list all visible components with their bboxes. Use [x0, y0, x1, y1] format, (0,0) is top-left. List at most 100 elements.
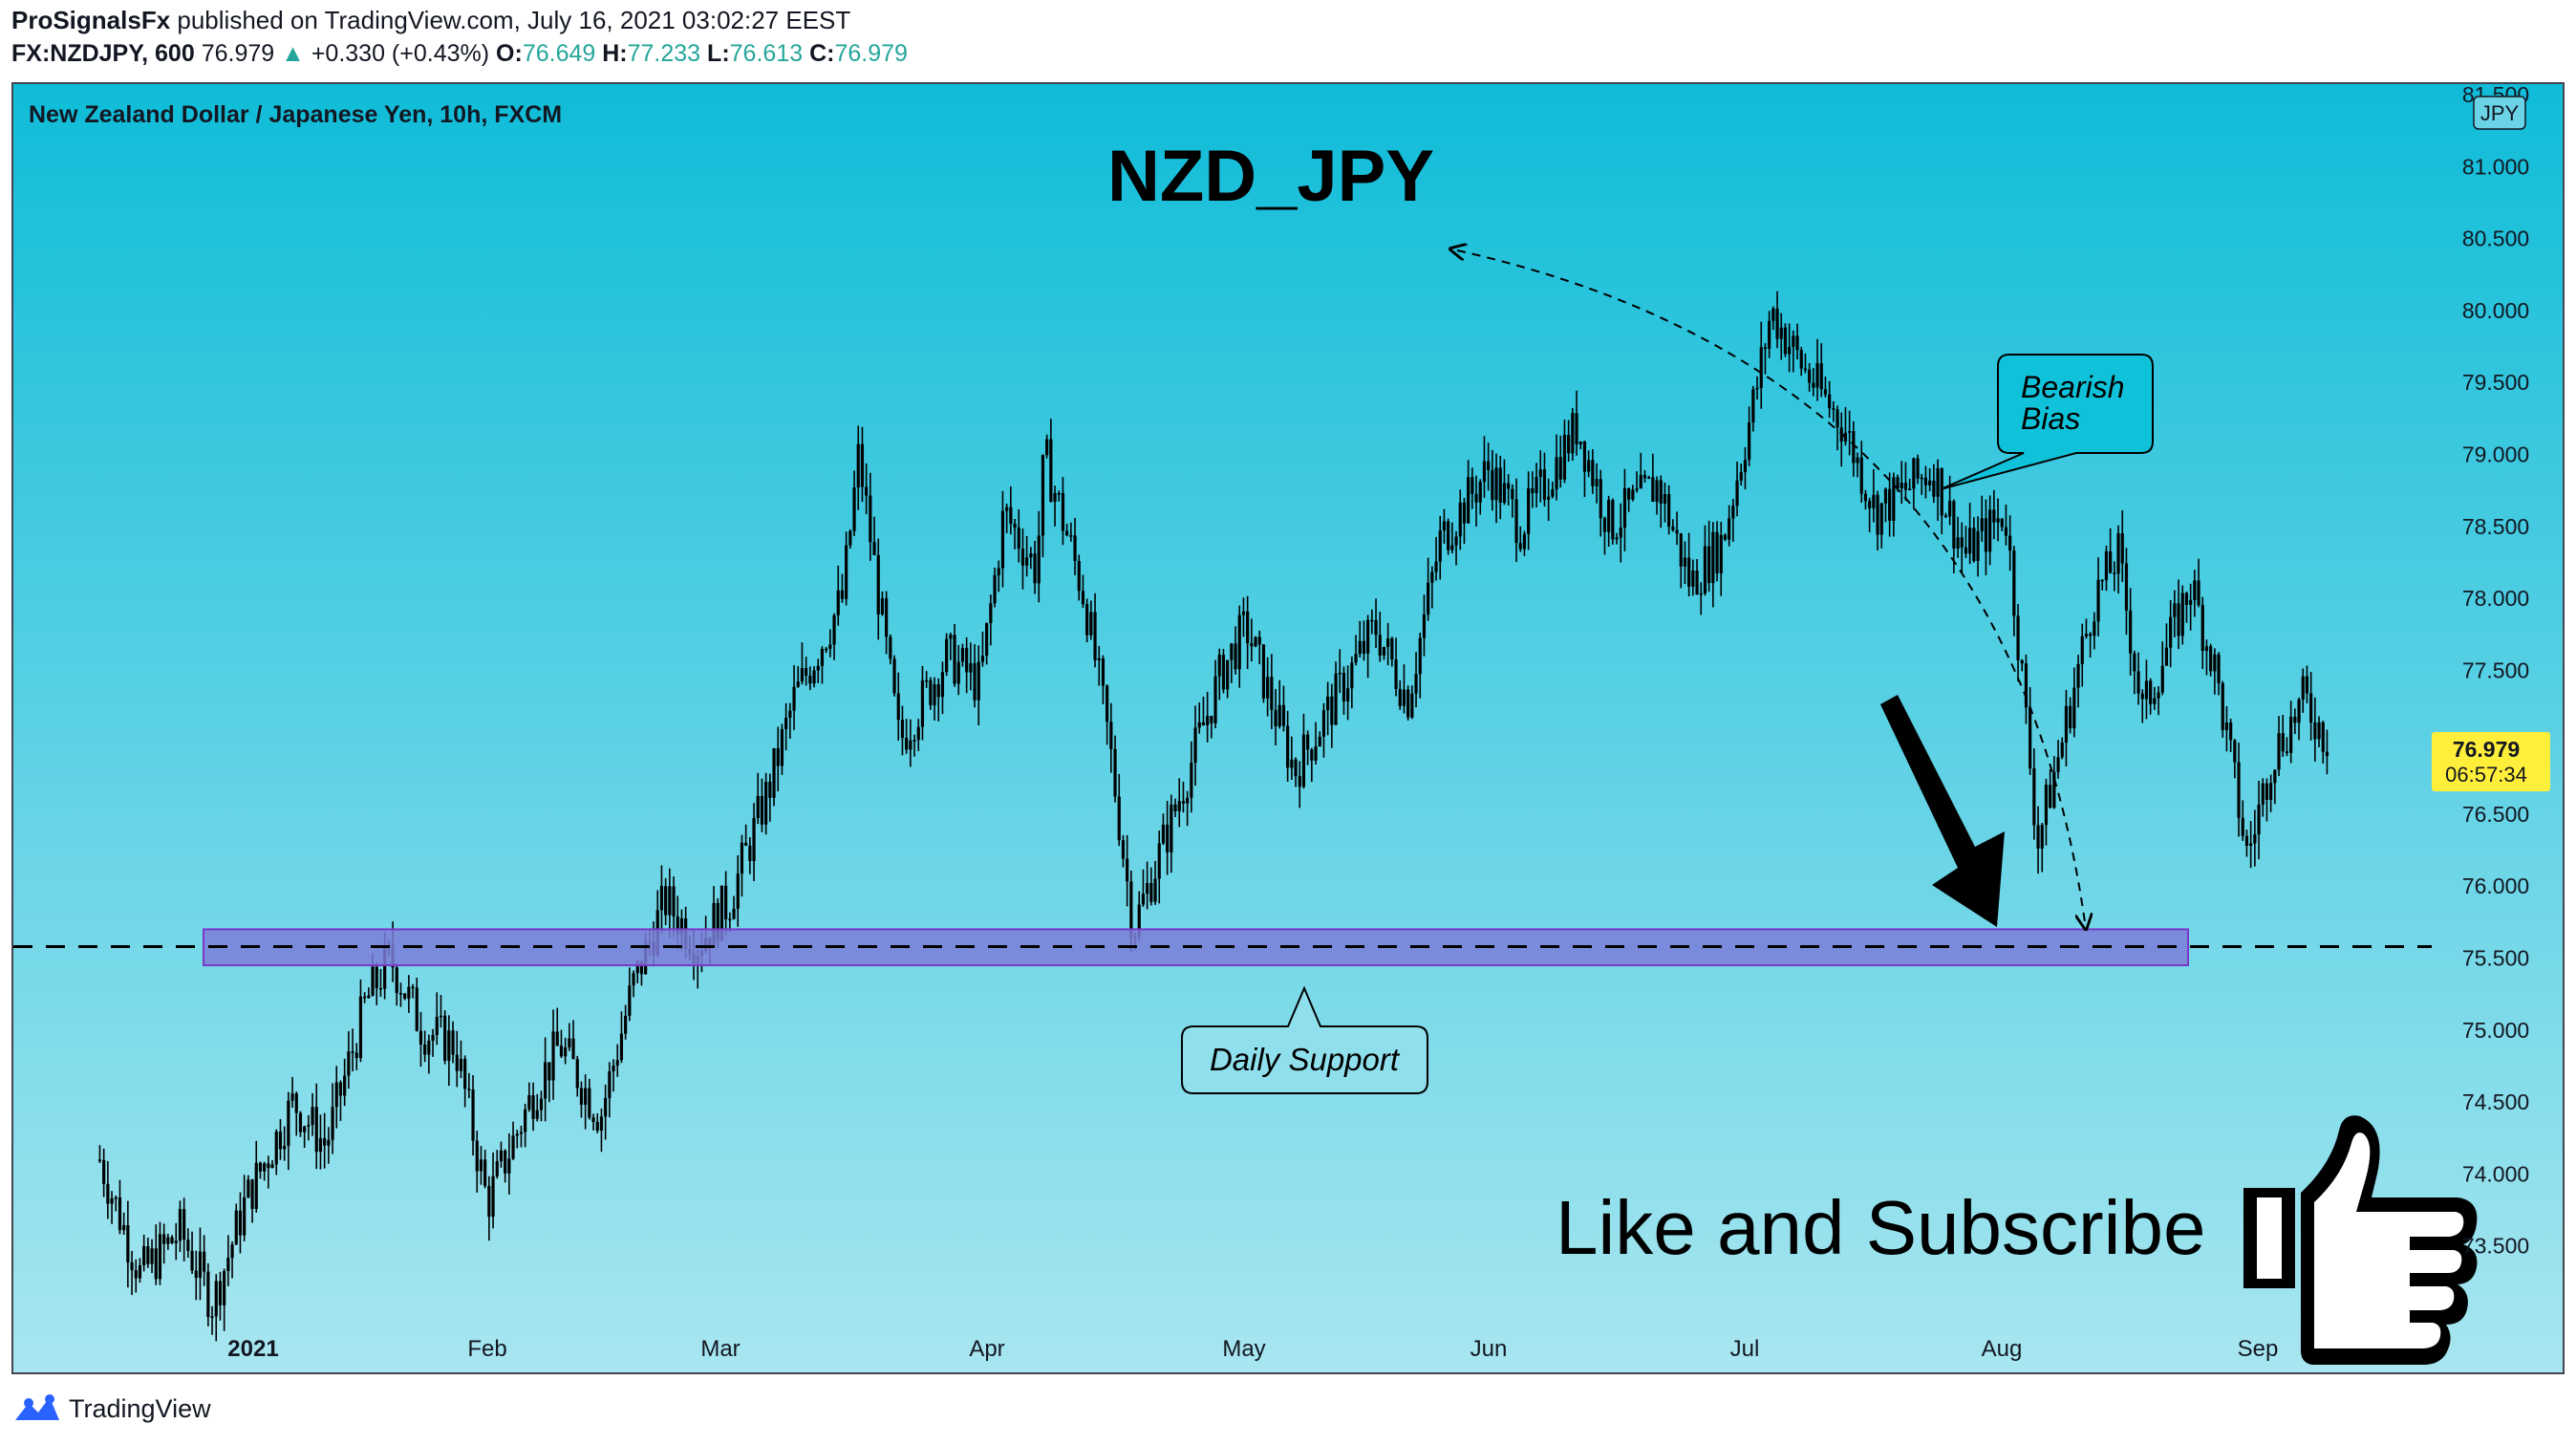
- candle-body: [748, 845, 752, 862]
- candle-body: [274, 1132, 278, 1165]
- candle-body: [2209, 646, 2213, 672]
- candle-body: [933, 683, 936, 705]
- candle-body: [2036, 825, 2040, 849]
- candle-body: [1739, 472, 1743, 481]
- candle-body: [395, 967, 398, 994]
- candle-body: [728, 918, 732, 921]
- bearish-curve-arrow[interactable]: [1457, 250, 2085, 922]
- candle-body: [1571, 413, 1575, 454]
- bearish-down-arrow-icon[interactable]: [1880, 695, 2005, 927]
- candle-body: [836, 590, 840, 615]
- candle-body: [1081, 591, 1085, 605]
- candle-body: [2004, 527, 2008, 536]
- candle-body: [1029, 553, 1033, 558]
- candle-body: [2072, 687, 2076, 729]
- currency-badge[interactable]: JPY: [2473, 96, 2526, 130]
- candle-body: [1045, 439, 1049, 456]
- time-axis[interactable]: 2021 Feb Mar Apr May Jun Jul Aug Sep: [227, 1336, 2278, 1362]
- candle-body: [1170, 804, 1173, 852]
- candle-body: [1033, 553, 1037, 584]
- candle-body: [331, 1107, 334, 1140]
- candle-body: [110, 1197, 114, 1204]
- candle-body: [1013, 523, 1017, 528]
- x-tick-label: Feb: [467, 1336, 506, 1362]
- candle-body: [1398, 688, 1402, 706]
- candlestick-series: [97, 291, 2329, 1342]
- x-tick-label: 2021: [227, 1336, 278, 1362]
- candle-body: [860, 443, 865, 487]
- x-tick-label: Aug: [1982, 1336, 2023, 1362]
- candle-body: [865, 486, 869, 496]
- price-axis[interactable]: 81.50081.00080.50080.00079.50079.00078.5…: [2462, 82, 2529, 1259]
- candle-body: [1751, 389, 1755, 423]
- candle-body: [2309, 693, 2313, 722]
- candle-body: [290, 1093, 294, 1101]
- countdown-timer: 06:57:34: [2445, 763, 2527, 787]
- candle-body: [1390, 638, 1394, 660]
- candle-body: [1173, 804, 1177, 811]
- candle-body: [250, 1179, 254, 1209]
- candle-body: [1916, 458, 1920, 479]
- candle-body: [1382, 646, 1386, 656]
- candle-body: [1671, 527, 1675, 530]
- daily-support-callout[interactable]: Daily Support: [1181, 985, 1428, 1094]
- candle-body: [403, 993, 407, 999]
- candle-body: [760, 795, 764, 825]
- thumbs-up-icon[interactable]: [2243, 1115, 2478, 1365]
- candle-body: [1507, 483, 1511, 489]
- candle-body: [1301, 734, 1306, 787]
- candle-body: [1992, 509, 1996, 523]
- candle-body: [2261, 783, 2265, 805]
- candle-body: [2020, 659, 2024, 664]
- candle-body: [1823, 389, 1828, 395]
- candle-body: [1193, 727, 1197, 764]
- candle-body: [808, 676, 812, 684]
- instrument-label: New Zealand Dollar / Japanese Yen, 10h, …: [29, 101, 562, 128]
- candle-body: [447, 1030, 451, 1061]
- candle-body: [1567, 435, 1571, 454]
- candle-body: [1234, 643, 1237, 670]
- x-tick-label: Apr: [969, 1336, 1004, 1362]
- candle-body: [1852, 431, 1856, 464]
- candle-body: [1619, 528, 1622, 538]
- candle-body: [2032, 768, 2036, 826]
- candle-body: [419, 1030, 423, 1046]
- candle-body: [604, 1098, 608, 1117]
- candle-body: [1237, 615, 1241, 670]
- tradingview-brand[interactable]: TradingView: [13, 1393, 211, 1424]
- candle-body: [2140, 693, 2144, 700]
- author-name[interactable]: ProSignalsFx: [11, 6, 171, 34]
- bearish-bias-callout[interactable]: Bearish Bias: [1940, 354, 2154, 490]
- candle-body: [126, 1225, 130, 1262]
- candle-body: [1828, 394, 1832, 409]
- candle-body: [1061, 492, 1065, 531]
- candle-body: [367, 995, 371, 999]
- candle-body: [2265, 783, 2269, 801]
- last-price: 76.979: [201, 40, 275, 67]
- candle-body: [2144, 680, 2149, 700]
- candle-body: [2233, 740, 2237, 763]
- candle-body: [491, 1175, 495, 1218]
- candle-body: [1330, 696, 1334, 725]
- candle-body: [2173, 603, 2177, 617]
- candle-body: [676, 916, 679, 935]
- candle-body: [162, 1234, 166, 1244]
- candle-body: [2169, 616, 2173, 648]
- candle-body: [1197, 722, 1201, 728]
- candle-body: [885, 598, 889, 637]
- candle-body: [2100, 579, 2104, 582]
- candle-body: [1406, 689, 1410, 718]
- candle-body: [1474, 493, 1478, 503]
- candle-body: [1679, 533, 1683, 567]
- candle-body: [1683, 557, 1687, 567]
- bearish-bias-text-2: Bias: [2021, 401, 2080, 436]
- candle-body: [1940, 468, 1943, 516]
- y-tick-label: 80.000: [2462, 298, 2529, 323]
- candle-body: [122, 1225, 126, 1231]
- candle-body: [1394, 659, 1398, 689]
- candle-body: [1210, 716, 1213, 723]
- candle-body: [740, 842, 744, 874]
- candle-body: [411, 986, 415, 989]
- candle-body: [1378, 635, 1382, 656]
